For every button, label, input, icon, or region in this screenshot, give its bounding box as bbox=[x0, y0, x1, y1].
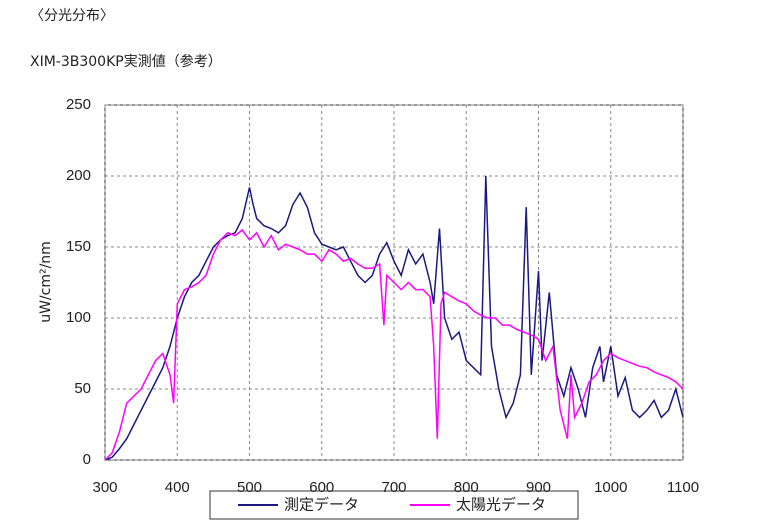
x-tick-label: 300 bbox=[92, 479, 117, 496]
x-tick-label: 800 bbox=[454, 479, 479, 496]
y-tick-label: 0 bbox=[83, 451, 91, 468]
section-heading: 〈分光分布〉 bbox=[30, 8, 114, 24]
y-tick-label: 150 bbox=[66, 238, 91, 255]
legend-label: 測定データ bbox=[284, 496, 359, 514]
x-tick-label: 700 bbox=[381, 479, 406, 496]
y-tick-label: 50 bbox=[74, 380, 91, 397]
x-tick-label: 400 bbox=[165, 479, 190, 496]
x-tick-label: 900 bbox=[526, 479, 551, 496]
y-tick-label: 100 bbox=[66, 309, 91, 326]
chart-title: XIM-3B300KP実測値（参考） bbox=[30, 53, 222, 70]
legend-label: 太陽光データ bbox=[456, 496, 546, 514]
y-axis-label: uW/cm²/nm bbox=[38, 241, 54, 323]
x-tick-label: 600 bbox=[309, 479, 334, 496]
x-tick-label: 500 bbox=[237, 479, 262, 496]
x-tick-label: 1000 bbox=[594, 479, 627, 496]
y-tick-label: 250 bbox=[66, 96, 91, 113]
y-tick-label: 200 bbox=[66, 167, 91, 184]
series-line bbox=[104, 228, 684, 461]
series-line bbox=[104, 175, 684, 461]
x-tick-label: 1100 bbox=[667, 479, 699, 496]
